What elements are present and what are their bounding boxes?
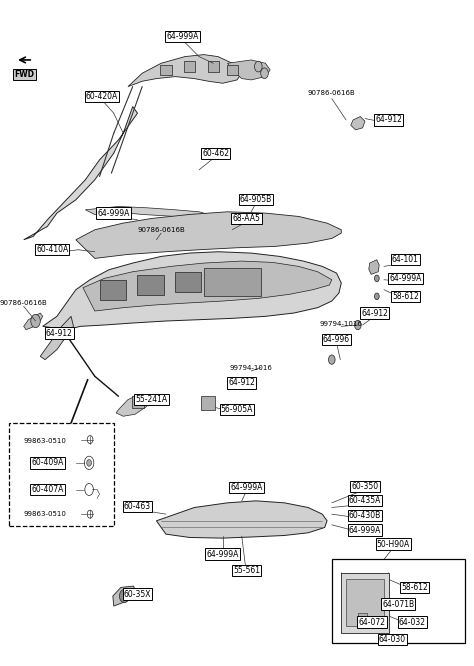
Text: 64-999A: 64-999A <box>389 274 421 283</box>
Polygon shape <box>369 260 379 274</box>
Polygon shape <box>341 573 389 633</box>
Text: 50-H90A: 50-H90A <box>377 539 410 549</box>
Text: 64-071B: 64-071B <box>382 599 414 609</box>
Text: 64-999A: 64-999A <box>349 525 381 535</box>
Text: 64-101: 64-101 <box>392 255 419 264</box>
Polygon shape <box>24 313 43 330</box>
Text: 90786-0616B: 90786-0616B <box>308 90 356 97</box>
Bar <box>9 423 114 526</box>
Circle shape <box>85 484 93 496</box>
Circle shape <box>261 68 268 79</box>
Text: 68-AA5: 68-AA5 <box>233 214 260 223</box>
Bar <box>100 280 126 300</box>
Text: 99863-0510: 99863-0510 <box>24 438 66 444</box>
Text: 60-463: 60-463 <box>124 501 151 511</box>
Text: 64-030: 64-030 <box>379 635 406 644</box>
Text: 64-999A: 64-999A <box>207 549 239 559</box>
Circle shape <box>355 320 361 330</box>
Text: 99794-1016: 99794-1016 <box>230 364 273 371</box>
Text: 64-032: 64-032 <box>399 617 426 627</box>
Text: 60-430B: 60-430B <box>349 511 381 520</box>
Text: 60-409A: 60-409A <box>31 458 64 468</box>
Bar <box>175 272 201 292</box>
Text: 64-996: 64-996 <box>323 335 350 344</box>
Polygon shape <box>116 394 147 416</box>
Polygon shape <box>85 206 209 218</box>
Circle shape <box>374 293 379 300</box>
Polygon shape <box>351 117 365 130</box>
Text: 99863-0510: 99863-0510 <box>24 511 66 517</box>
Text: 58-612: 58-612 <box>392 292 419 301</box>
Text: 55-561: 55-561 <box>233 566 260 575</box>
Text: 99794-1016: 99794-1016 <box>320 320 363 327</box>
Text: FWD: FWD <box>15 70 35 79</box>
Circle shape <box>84 456 94 470</box>
Text: 60-462: 60-462 <box>202 149 229 158</box>
Bar <box>208 61 219 72</box>
Bar <box>227 65 238 75</box>
Text: 60-350: 60-350 <box>351 482 379 491</box>
Text: 64-999A: 64-999A <box>166 32 199 41</box>
Text: 64-912: 64-912 <box>375 115 402 125</box>
Bar <box>132 396 144 408</box>
Text: 60-410A: 60-410A <box>36 245 68 254</box>
Polygon shape <box>156 501 327 538</box>
Bar <box>358 613 367 623</box>
Text: 64-912: 64-912 <box>361 308 388 318</box>
Polygon shape <box>228 60 270 80</box>
Circle shape <box>255 61 262 72</box>
Text: 64-999A: 64-999A <box>230 483 263 492</box>
Text: 64-912: 64-912 <box>228 378 255 388</box>
Text: 64-905B: 64-905B <box>240 195 272 204</box>
Text: 58-612: 58-612 <box>401 583 428 592</box>
Text: 60-435A: 60-435A <box>349 496 381 505</box>
Polygon shape <box>83 261 332 311</box>
Polygon shape <box>76 212 341 258</box>
Text: 64-912: 64-912 <box>46 328 73 338</box>
Text: 64-999A: 64-999A <box>98 208 130 218</box>
Circle shape <box>87 436 93 444</box>
Text: 60-35X: 60-35X <box>124 589 151 599</box>
Polygon shape <box>346 579 384 626</box>
Polygon shape <box>113 586 135 606</box>
Circle shape <box>328 355 335 364</box>
Circle shape <box>87 460 91 466</box>
Text: 60-420A: 60-420A <box>86 92 118 101</box>
Text: 90786-0616B: 90786-0616B <box>137 226 185 233</box>
Bar <box>204 268 261 296</box>
Text: 56-905A: 56-905A <box>221 405 253 414</box>
Bar <box>160 65 172 75</box>
Text: 90786-0616B: 90786-0616B <box>0 300 47 306</box>
Circle shape <box>119 589 129 603</box>
Text: 64-072: 64-072 <box>359 617 385 627</box>
Circle shape <box>87 510 93 518</box>
Polygon shape <box>40 316 73 360</box>
Polygon shape <box>24 107 137 240</box>
Polygon shape <box>128 55 242 87</box>
Polygon shape <box>43 252 341 330</box>
Text: 55-241A: 55-241A <box>136 395 168 404</box>
Circle shape <box>31 314 40 328</box>
Bar <box>137 275 164 295</box>
Circle shape <box>374 275 379 282</box>
Bar <box>184 61 195 72</box>
Text: 60-407A: 60-407A <box>31 485 64 494</box>
Bar <box>201 396 215 410</box>
Bar <box>332 559 465 643</box>
